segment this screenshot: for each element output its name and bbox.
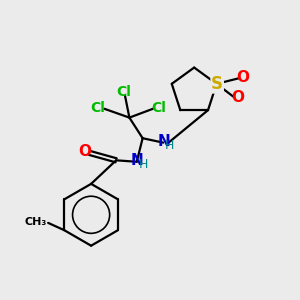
Text: O: O [232, 90, 244, 105]
Text: Cl: Cl [116, 85, 131, 99]
Text: H: H [139, 158, 148, 171]
Text: O: O [78, 144, 91, 159]
Text: Cl: Cl [152, 101, 166, 115]
Text: Cl: Cl [90, 101, 105, 115]
Text: N: N [131, 153, 144, 168]
Text: CH₃: CH₃ [24, 217, 47, 227]
Text: O: O [237, 70, 250, 85]
Text: H: H [165, 139, 174, 152]
Text: S: S [211, 75, 223, 93]
Text: N: N [158, 134, 170, 149]
